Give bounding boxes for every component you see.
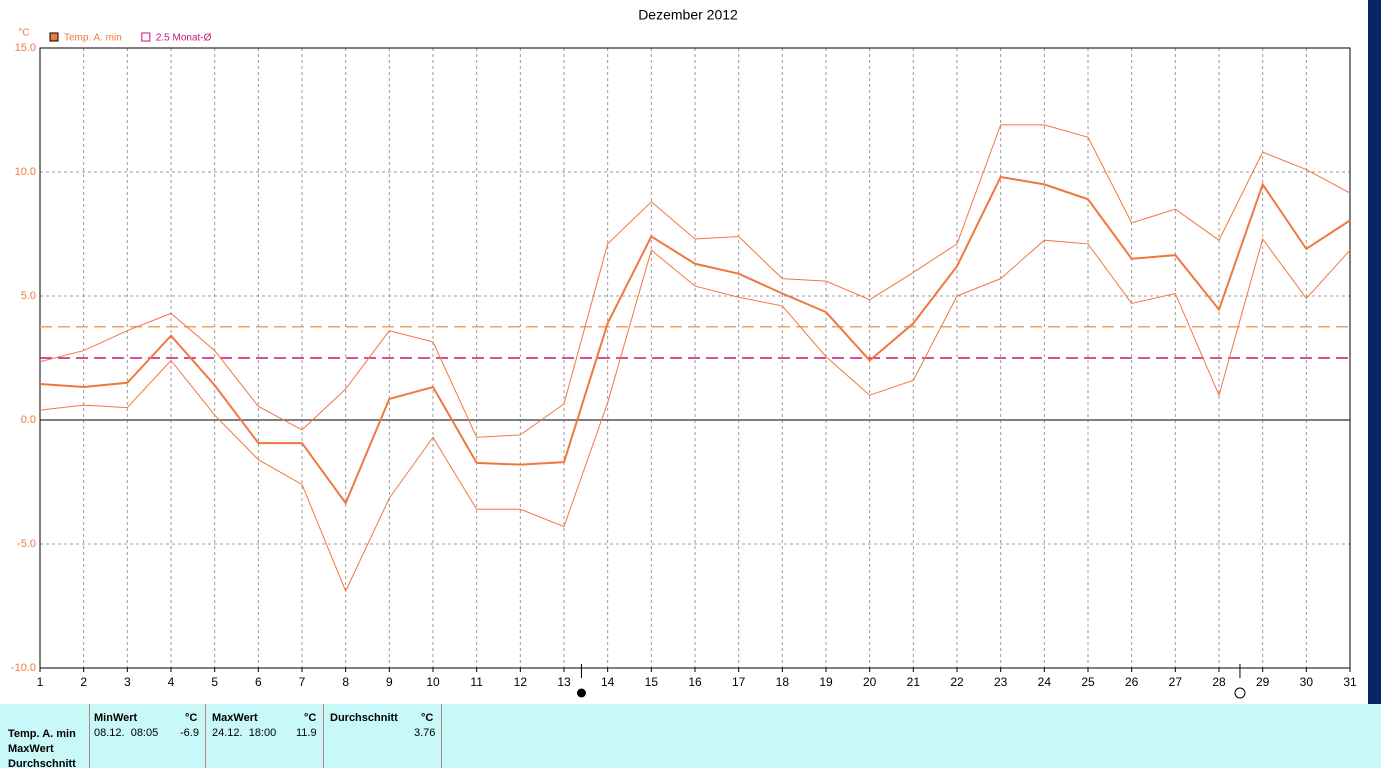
x-tick-label: 30	[1300, 675, 1314, 689]
x-tick-label: 5	[211, 675, 218, 689]
cell: 3.76	[414, 727, 436, 739]
x-tick-label: 17	[732, 675, 746, 689]
moon-marker	[576, 688, 586, 698]
y-tick-label: -5.0	[17, 538, 36, 550]
x-tick-label: 14	[601, 675, 615, 689]
x-tick-label: 26	[1125, 675, 1139, 689]
legend-label: Temp. A. min	[64, 33, 122, 44]
x-tick-label: 16	[688, 675, 702, 689]
x-tick-label: 9	[386, 675, 393, 689]
col-header: MaxWert	[212, 712, 258, 724]
y-tick-label: 10.0	[15, 166, 36, 178]
x-tick-label: 19	[819, 675, 833, 689]
row-label: Temp. A. min	[8, 728, 76, 740]
col-header: MinWert	[94, 712, 138, 724]
x-tick-label: 12	[514, 675, 528, 689]
series-line	[39, 124, 1351, 438]
separator	[89, 704, 90, 768]
chart-title: Dezember 2012	[638, 7, 738, 23]
y-tick-label: 15.0	[15, 42, 36, 54]
cell: 11.9	[296, 727, 317, 739]
x-tick-label: 20	[863, 675, 877, 689]
col-unit: °C	[421, 712, 434, 724]
x-tick-label: 7	[299, 675, 306, 689]
x-tick-label: 2	[80, 675, 87, 689]
x-tick-label: 22	[950, 675, 964, 689]
x-tick-label: 21	[907, 675, 921, 689]
x-tick-label: 10	[426, 675, 440, 689]
cell: 24.12. 18:00	[212, 727, 277, 739]
separator	[205, 704, 206, 768]
x-tick-label: 4	[168, 675, 175, 689]
col-unit: °C	[185, 712, 198, 724]
x-tick-label: 28	[1212, 675, 1226, 689]
x-tick-label: 11	[470, 675, 483, 689]
separator	[323, 704, 324, 768]
legend-label: 2.5 Monat-Ø	[156, 33, 212, 44]
col-header: Durchschnitt	[330, 712, 398, 724]
chart: Dezember 2012 °C 1 2 3 4 5 6 7 8 9 10 11 12 13 14 15 16…	[11, 0, 1381, 704]
separator	[441, 704, 442, 768]
x-tick-label: 13	[557, 675, 571, 689]
row-label: Durchschnitt	[8, 758, 76, 770]
legend-swatch	[49, 32, 59, 42]
y-unit: °C	[18, 28, 29, 39]
y-tick-label: 0.0	[21, 414, 36, 426]
legend-swatch	[141, 32, 151, 42]
row-label: MaxWert	[8, 743, 54, 755]
x-tick-label: 27	[1169, 675, 1183, 689]
x-tick-label: 18	[776, 675, 790, 689]
stats-panel: Temp. A. min MaxWert Durchschnitt MinWer…	[0, 704, 1381, 770]
x-tick-label: 8	[342, 675, 349, 689]
x-tick-label: 1	[37, 675, 44, 689]
series-line	[39, 175, 1351, 506]
moon-marker	[1234, 687, 1246, 699]
y-tick-label: 5.0	[21, 290, 36, 302]
y-tick-label: -10.0	[11, 662, 36, 674]
series-line	[39, 237, 1351, 593]
col-unit: °C	[304, 712, 317, 724]
x-tick-label: 3	[124, 675, 131, 689]
x-tick-label: 24	[1038, 675, 1052, 689]
x-tick-label: 29	[1256, 675, 1270, 689]
x-tick-label: 23	[994, 675, 1008, 689]
x-tick-label: 31	[1343, 675, 1357, 689]
scrollbar	[1368, 0, 1381, 704]
cell: -6.9	[180, 727, 199, 739]
x-tick-label: 15	[645, 675, 659, 689]
cell: 08.12. 08:05	[94, 727, 159, 739]
x-tick-label: 25	[1081, 675, 1095, 689]
x-tick-label: 6	[255, 675, 262, 689]
